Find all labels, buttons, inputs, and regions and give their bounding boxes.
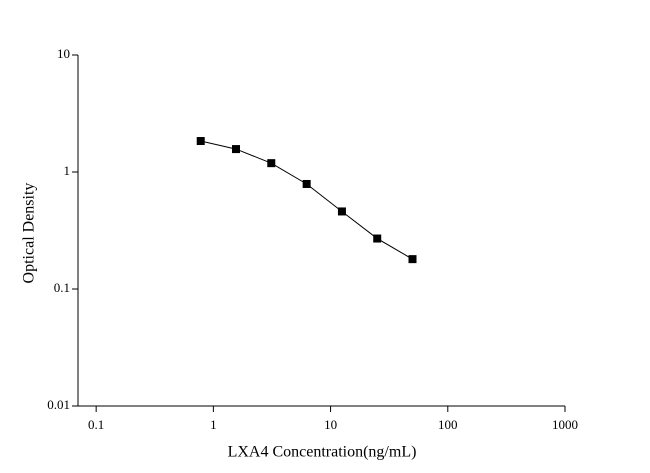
y-tick-label: 1 <box>64 163 71 178</box>
y-tick-label: 10 <box>57 46 70 61</box>
data-point <box>337 207 346 216</box>
data-point <box>196 137 205 146</box>
y-tick-label: 0.01 <box>47 397 70 412</box>
data-point <box>302 179 311 188</box>
x-tick-label: 1000 <box>552 417 578 432</box>
data-point <box>232 145 241 154</box>
x-axis-title: LXA4 Concentration(ng/mL) <box>228 444 417 461</box>
x-tick-label: 0.1 <box>88 417 104 432</box>
data-point <box>267 159 276 168</box>
y-axis-title: Optical Density <box>21 183 38 284</box>
x-tick-label: 100 <box>438 417 458 432</box>
y-tick-label: 0.1 <box>54 280 70 295</box>
x-tick-label: 10 <box>324 417 337 432</box>
data-point <box>408 255 417 264</box>
x-tick-label: 1 <box>210 417 217 432</box>
data-point <box>373 234 382 243</box>
